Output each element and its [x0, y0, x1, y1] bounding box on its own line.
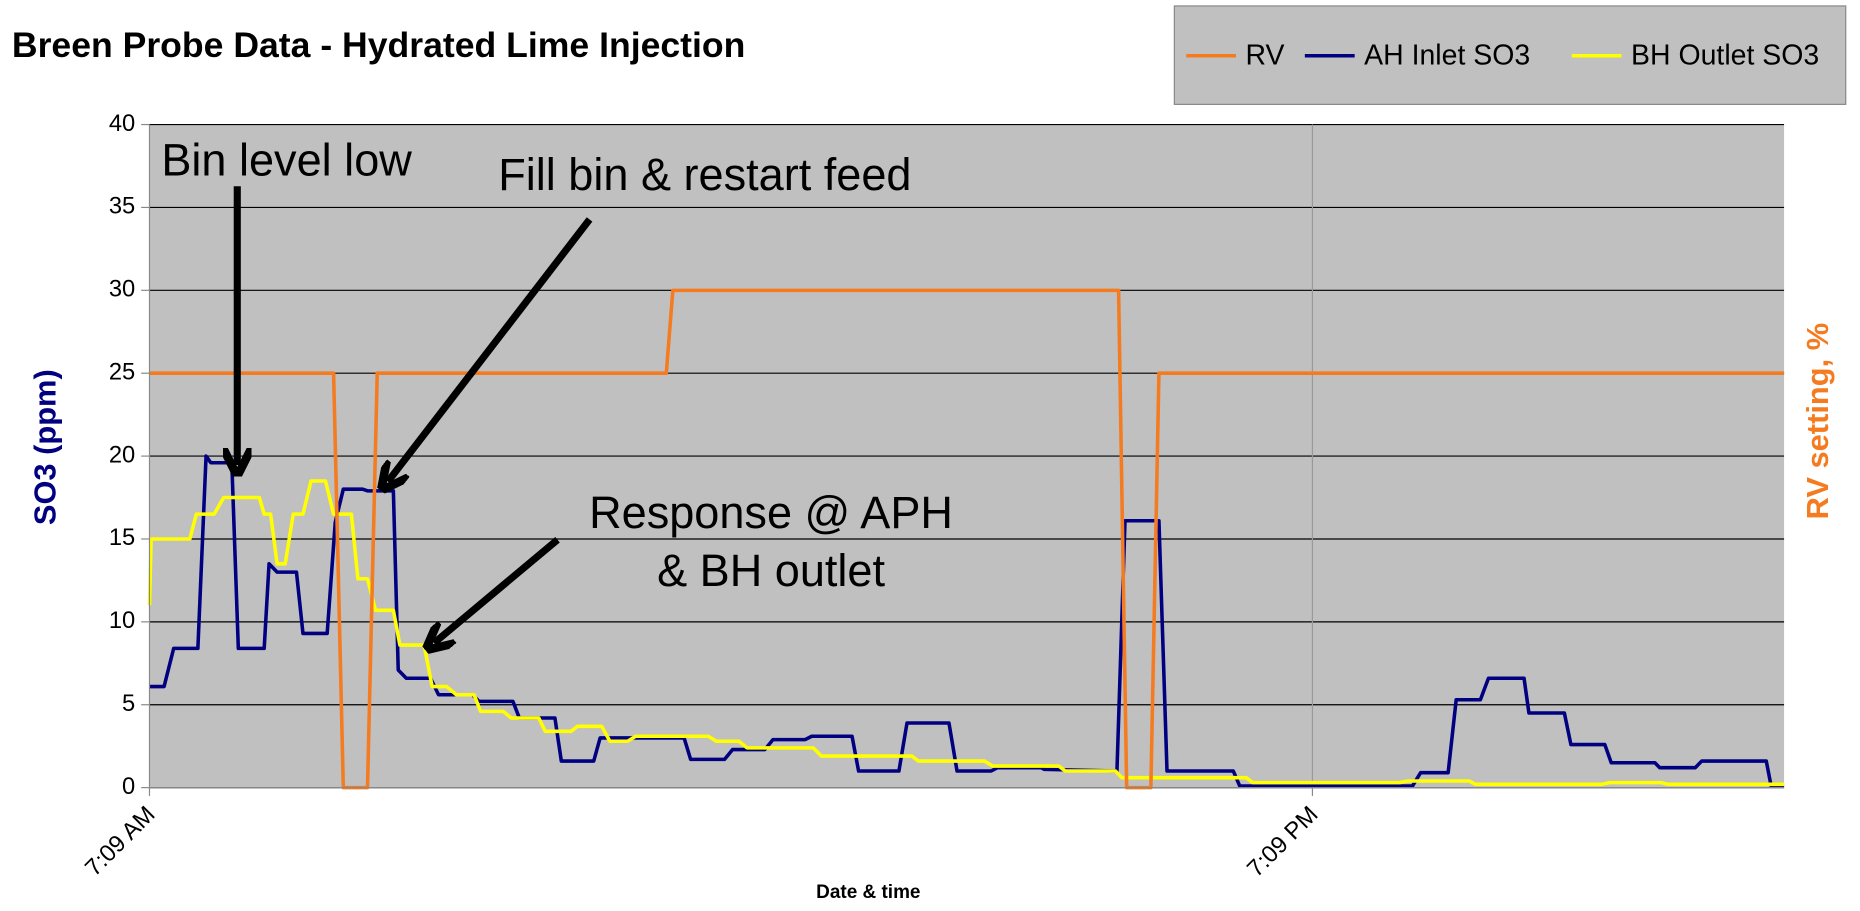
chart-title: Breen Probe Data - Hydrated Lime Injecti… [12, 25, 745, 65]
y-tick-label: 25 [109, 359, 135, 385]
arrow [434, 536, 560, 643]
x-axis-label: Date & time [816, 882, 920, 903]
annotation: & BH outlet [657, 545, 885, 596]
annotation: Bin level low [161, 135, 412, 186]
y2-axis-label: RV setting, % [1800, 323, 1835, 519]
y-tick-label: 30 [109, 277, 135, 303]
legend-label: AH Inlet SO3 [1364, 39, 1530, 71]
annotation: Response @ APH [589, 487, 953, 538]
y-axis-label: SO3 (ppm) [28, 369, 63, 525]
arrow [388, 217, 593, 481]
y-tick-label: 40 [109, 111, 135, 137]
y-tick-label: 20 [109, 442, 135, 468]
y-tick-label: 10 [109, 608, 135, 634]
series-line [149, 454, 1785, 788]
legend-box [1173, 5, 1847, 105]
legend-label: RV [1246, 39, 1285, 71]
y-tick-label: 0 [122, 774, 135, 800]
y-tick-label: 5 [122, 691, 135, 717]
series-line [147, 479, 1785, 787]
y-tick-label: 15 [109, 525, 135, 551]
y-tick-label: 35 [109, 194, 135, 220]
legend-label: BH Outlet SO3 [1631, 39, 1819, 71]
annotation: Fill bin & restart feed [498, 149, 911, 200]
series-line [149, 288, 1785, 790]
annotation-arrows [237, 186, 593, 643]
